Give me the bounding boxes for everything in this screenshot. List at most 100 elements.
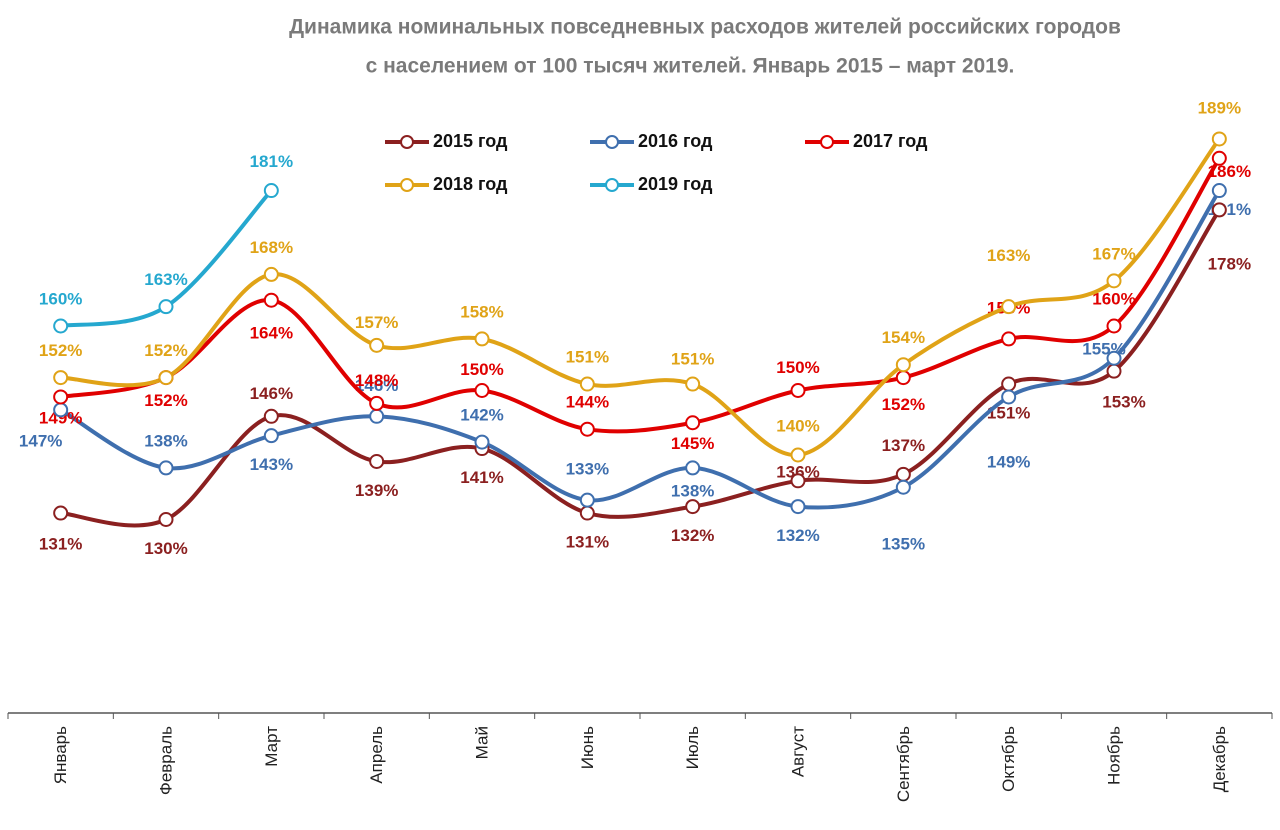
data-label: 144% bbox=[566, 393, 609, 412]
data-label: 136% bbox=[776, 462, 819, 481]
data-point bbox=[369, 408, 385, 424]
data-point bbox=[263, 408, 279, 424]
data-point bbox=[53, 402, 69, 418]
data-label: 137% bbox=[882, 436, 925, 455]
data-point bbox=[579, 492, 595, 508]
x-tick-label: Август bbox=[788, 726, 807, 777]
data-label: 131% bbox=[566, 533, 609, 552]
data-label: 157% bbox=[355, 313, 398, 332]
x-tick-label: Март bbox=[262, 726, 281, 767]
data-label: 186% bbox=[1208, 162, 1251, 181]
data-point bbox=[1001, 389, 1017, 405]
legend-marker bbox=[605, 178, 619, 192]
data-point bbox=[1211, 150, 1227, 166]
data-label: 152% bbox=[39, 341, 82, 360]
data-point bbox=[53, 370, 69, 386]
chart-title: Динамика номинальных повседневных расход… bbox=[289, 16, 1121, 39]
x-tick-label: Ноябрь bbox=[1104, 726, 1123, 785]
legend-marker bbox=[400, 135, 414, 149]
data-point bbox=[579, 421, 595, 437]
data-label: 163% bbox=[144, 270, 187, 289]
data-point bbox=[1001, 299, 1017, 315]
data-point bbox=[53, 318, 69, 334]
data-point bbox=[369, 453, 385, 469]
data-point bbox=[158, 460, 174, 476]
data-point bbox=[685, 499, 701, 515]
data-point bbox=[790, 447, 806, 463]
legend-marker bbox=[400, 178, 414, 192]
data-label: 151% bbox=[987, 404, 1030, 423]
data-label: 138% bbox=[144, 431, 187, 450]
chart-title: с населением от 100 тысяч жителей. Январ… bbox=[366, 55, 1015, 78]
data-label: 152% bbox=[144, 391, 187, 410]
data-label: 142% bbox=[460, 406, 503, 425]
x-tick-label: Декабрь bbox=[1210, 726, 1229, 792]
data-label: 138% bbox=[671, 481, 714, 500]
data-label: 141% bbox=[460, 468, 503, 487]
data-label: 150% bbox=[460, 360, 503, 379]
data-point bbox=[685, 460, 701, 476]
data-point bbox=[474, 434, 490, 450]
x-tick-label: Январь bbox=[51, 726, 70, 784]
data-point bbox=[158, 512, 174, 527]
data-label: 146% bbox=[250, 384, 293, 403]
x-tick-label: Июль bbox=[683, 726, 702, 770]
legend-marker bbox=[820, 135, 834, 149]
data-label: 133% bbox=[566, 460, 609, 479]
data-label: 181% bbox=[250, 152, 293, 171]
data-label: 131% bbox=[39, 535, 82, 554]
data-label: 163% bbox=[987, 246, 1030, 265]
data-point bbox=[790, 473, 806, 489]
data-point bbox=[1001, 376, 1017, 392]
data-point bbox=[474, 383, 490, 398]
data-point bbox=[579, 376, 595, 392]
data-point bbox=[790, 383, 806, 398]
data-point bbox=[263, 428, 279, 444]
data-label: 132% bbox=[776, 526, 819, 545]
data-label: 158% bbox=[460, 302, 503, 321]
data-point bbox=[1211, 183, 1227, 199]
data-point bbox=[1106, 350, 1122, 366]
data-label: 149% bbox=[987, 452, 1030, 471]
data-point bbox=[369, 337, 385, 353]
data-label: 152% bbox=[882, 395, 925, 414]
data-label: 160% bbox=[39, 289, 82, 308]
data-point bbox=[1211, 202, 1227, 218]
data-label: 152% bbox=[144, 341, 187, 360]
data-label: 143% bbox=[250, 455, 293, 474]
legend-label: 2016 год bbox=[638, 131, 713, 151]
data-point bbox=[895, 466, 911, 482]
x-tick-label: Октябрь bbox=[999, 726, 1018, 792]
data-point bbox=[158, 370, 174, 386]
data-point bbox=[1106, 318, 1122, 334]
data-point bbox=[263, 183, 279, 199]
data-point bbox=[369, 395, 385, 411]
data-label: 149% bbox=[39, 408, 82, 427]
data-label: 135% bbox=[882, 535, 925, 554]
data-label: 139% bbox=[355, 481, 398, 500]
data-point bbox=[1211, 131, 1227, 147]
legend-label: 2017 год bbox=[853, 131, 928, 151]
legend-label: 2018 год bbox=[433, 174, 508, 194]
data-label: 167% bbox=[1092, 244, 1135, 263]
data-point bbox=[263, 292, 279, 308]
data-label: 148% bbox=[355, 371, 398, 390]
data-label: 147% bbox=[19, 431, 62, 450]
data-point bbox=[263, 266, 279, 282]
data-label: 151% bbox=[671, 350, 714, 369]
data-point bbox=[579, 505, 595, 521]
data-label: 189% bbox=[1198, 98, 1241, 117]
data-label: 154% bbox=[882, 328, 925, 347]
legend-marker bbox=[605, 135, 619, 149]
data-label: 164% bbox=[250, 324, 293, 343]
markers bbox=[53, 131, 1227, 527]
x-tick-label: Май bbox=[472, 726, 491, 759]
data-label: 140% bbox=[776, 416, 819, 435]
x-tick-label: Апрель bbox=[367, 726, 386, 784]
data-point bbox=[474, 331, 490, 347]
series-line bbox=[60, 137, 1221, 458]
data-point bbox=[53, 505, 69, 521]
data-point bbox=[1106, 363, 1122, 379]
data-point bbox=[790, 499, 806, 515]
